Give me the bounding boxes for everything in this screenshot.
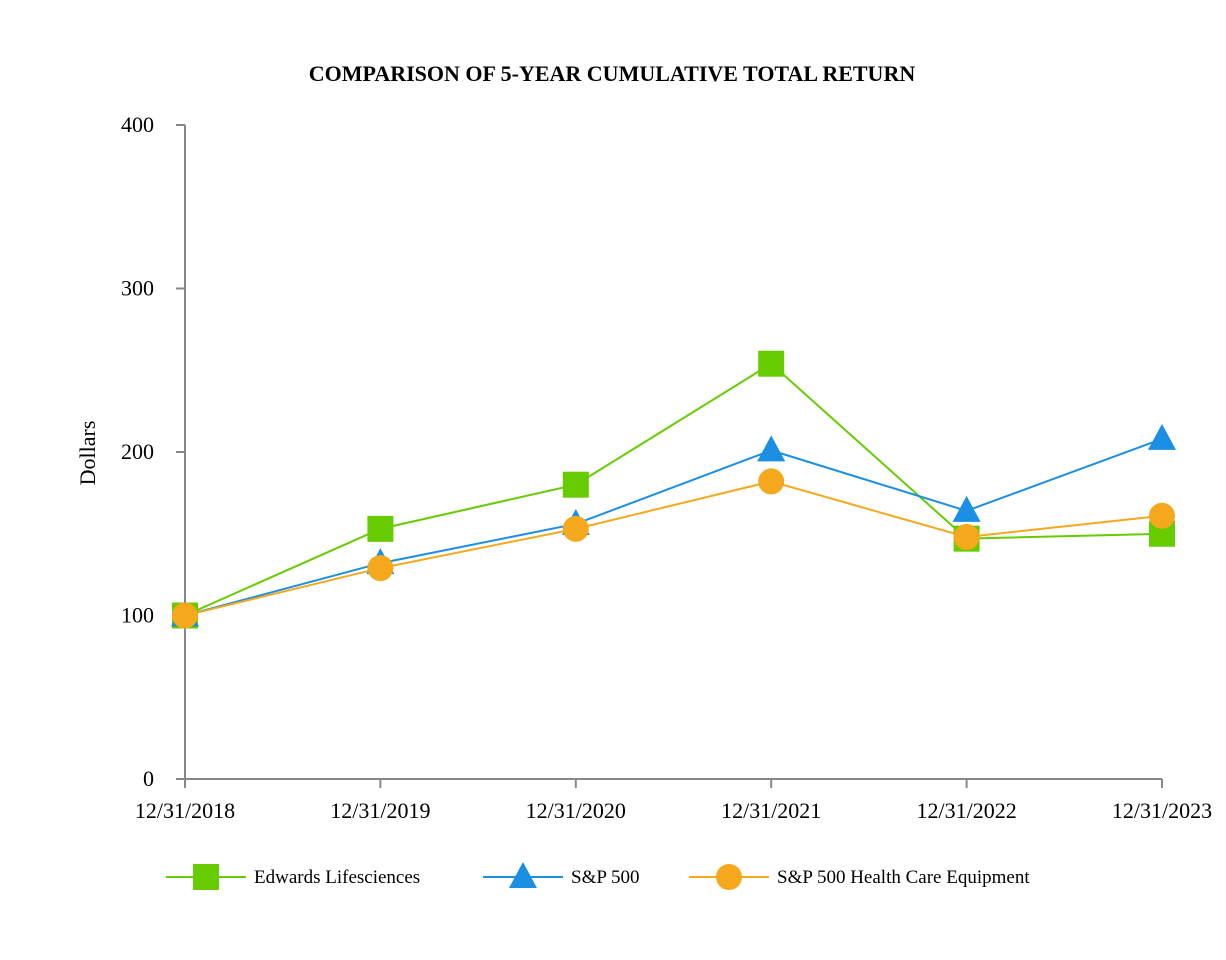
x-tick-label: 12/31/2021	[721, 798, 821, 823]
data-point-circle	[172, 602, 198, 629]
data-point-circle	[758, 468, 785, 495]
legend-label: Edwards Lifesciences	[254, 867, 420, 888]
data-point-square	[367, 515, 394, 542]
series-line-2	[184, 480, 1163, 617]
series-line-1	[184, 437, 1163, 617]
data-point-triangle	[757, 435, 786, 462]
y-tick-label: 300	[121, 276, 154, 301]
y-tick-label: 200	[121, 439, 154, 464]
data-point-square	[758, 350, 785, 377]
chart-title: COMPARISON OF 5-YEAR CUMULATIVE TOTAL RE…	[309, 61, 916, 86]
data-point-square	[562, 471, 589, 498]
data-point-triangle	[1148, 423, 1176, 450]
legend-item: S&P 500 Health Care Equipment	[689, 864, 1030, 890]
x-tick-label: 12/31/2023	[1112, 798, 1212, 823]
data-point-circle	[953, 524, 980, 551]
series-layer	[171, 350, 1176, 629]
y-tick-label: 0	[143, 766, 154, 791]
x-tick-label: 12/31/2018	[135, 798, 235, 823]
legend-item: S&P 500	[483, 862, 639, 888]
y-tick-label: 400	[121, 112, 154, 137]
x-tick-label: 12/31/2020	[526, 798, 626, 823]
legend-marker-square	[193, 864, 219, 890]
data-point-circle	[1149, 502, 1175, 529]
data-point-circle	[367, 555, 394, 582]
series-line-0	[184, 362, 1163, 617]
axes	[184, 125, 1162, 780]
legend-label: S&P 500	[571, 867, 639, 888]
legend-marker-triangle	[509, 862, 537, 888]
y-ticks: 0 100 200 300 400	[121, 112, 185, 791]
y-axis-title: Dollars	[75, 421, 100, 486]
x-ticks: 12/31/2018 12/31/2019 12/31/2020 12/31/2021…	[135, 779, 1212, 823]
legend-label: S&P 500 Health Care Equipment	[777, 867, 1030, 888]
data-point-circle	[562, 515, 589, 542]
legend-marker-circle	[716, 864, 742, 890]
x-tick-label: 12/31/2022	[916, 798, 1016, 823]
legend: Edwards Lifesciences S&P 500 S&P 500 Healt…	[166, 862, 1030, 890]
legend-item: Edwards Lifesciences	[166, 864, 420, 890]
x-tick-label: 12/31/2019	[330, 798, 430, 823]
y-tick-label: 100	[121, 603, 154, 628]
data-point-triangle	[952, 495, 981, 522]
